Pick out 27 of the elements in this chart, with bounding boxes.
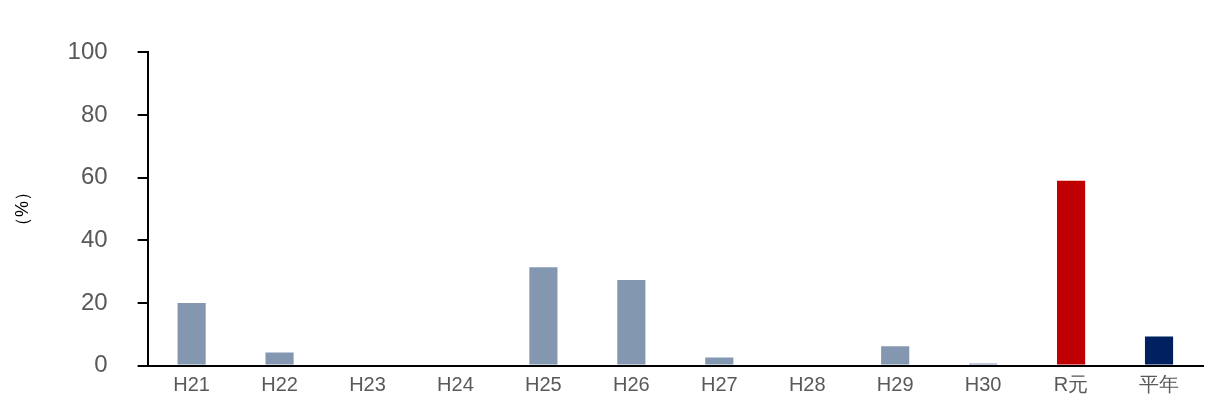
bar (265, 352, 294, 365)
y-tick-label: 0 (94, 350, 108, 378)
y-tick-label: 100 (67, 37, 108, 65)
bar (617, 280, 646, 365)
x-tick-label: H25 (525, 373, 562, 396)
bar (529, 267, 558, 365)
x-tick-label: H30 (964, 373, 1002, 396)
y-axis-title: （%） (11, 182, 32, 236)
bar (881, 346, 910, 365)
x-tick-label: H23 (349, 373, 386, 396)
x-tick-label: H21 (173, 373, 210, 396)
bar (1057, 180, 1086, 365)
x-tick-label: 平年 (1139, 373, 1180, 396)
y-tick-label: 60 (80, 162, 108, 190)
bar (177, 302, 206, 365)
bar (705, 357, 734, 365)
x-tick-label: R元 (1053, 373, 1089, 396)
y-tick-label: 40 (80, 224, 108, 252)
x-tick-label: H26 (613, 373, 650, 396)
x-tick-label: H22 (261, 373, 298, 396)
y-tick-label: 20 (80, 287, 108, 315)
x-tick-label: H27 (700, 373, 738, 396)
x-tick-label: H28 (788, 373, 826, 396)
x-tick-label: H24 (437, 373, 474, 396)
x-tick-label: H29 (876, 373, 914, 396)
y-tick-label: 80 (80, 99, 108, 127)
bar (1144, 336, 1174, 365)
